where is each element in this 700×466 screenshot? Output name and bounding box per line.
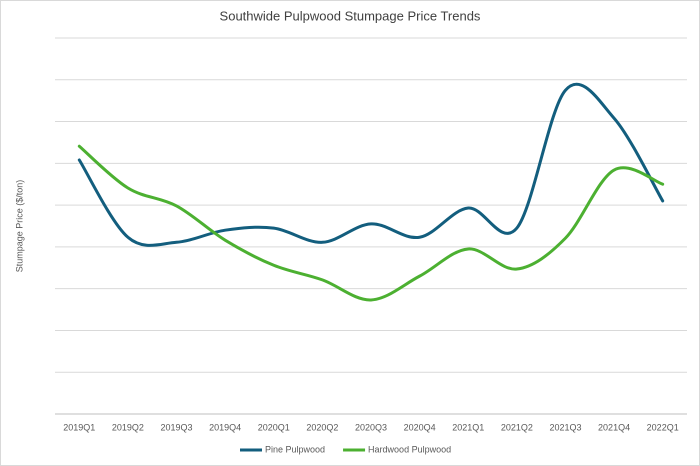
x-tick-label: 2021Q3	[549, 422, 581, 432]
x-tick-label: 2020Q3	[355, 422, 387, 432]
x-tick-label: 2019Q3	[161, 422, 193, 432]
line-series	[77, 144, 665, 302]
line-series	[77, 82, 665, 247]
x-tick-label: 2019Q2	[112, 422, 144, 432]
chart-title: Southwide Pulpwood Stumpage Price Trends	[220, 8, 481, 23]
x-tick-label: 2020Q2	[306, 422, 338, 432]
y-axis-label: Stumpage Price ($/ton)	[14, 180, 24, 273]
x-tick-label: 2020Q1	[258, 422, 290, 432]
x-tick-label: 2019Q1	[63, 422, 95, 432]
x-tick-label: 2022Q1	[647, 422, 679, 432]
x-tick-label: 2021Q2	[501, 422, 533, 432]
x-tick-label: 2020Q4	[404, 422, 436, 432]
legend-label: Hardwood Pulpwood	[368, 444, 451, 454]
x-tick-label: 2021Q4	[598, 422, 630, 432]
x-tick-label: 2019Q4	[209, 422, 241, 432]
x-tick-label: 2021Q1	[452, 422, 484, 432]
legend-label: Pine Pulpwood	[265, 444, 325, 454]
